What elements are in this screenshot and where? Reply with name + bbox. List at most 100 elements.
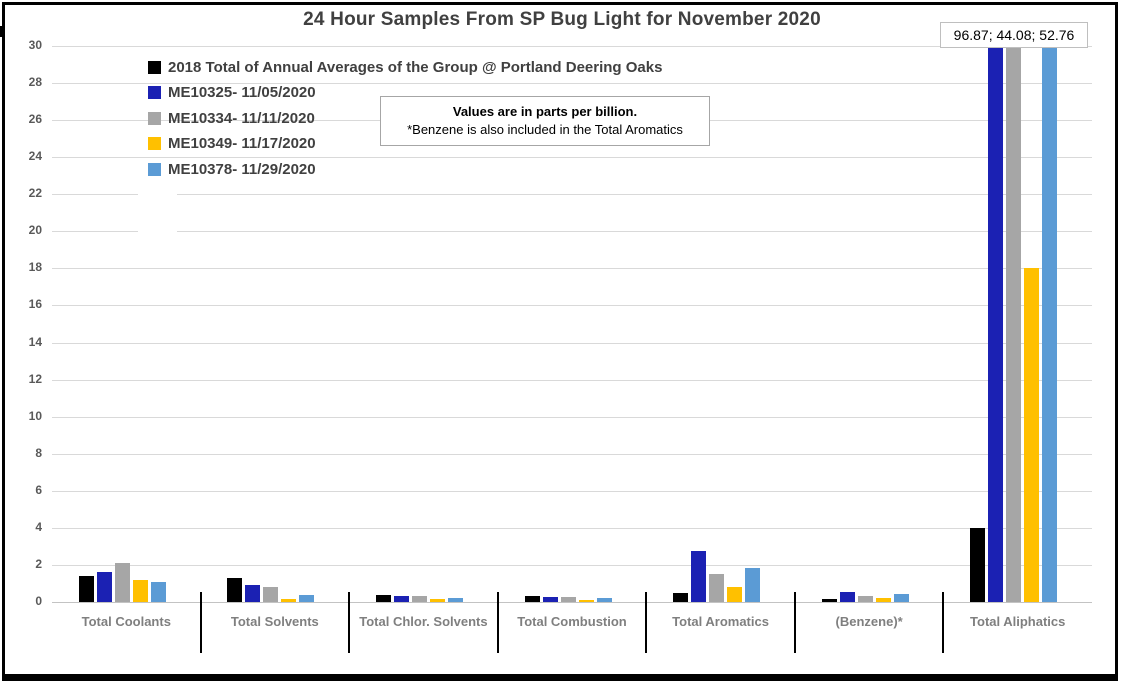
clipped-values-label: 96.87; 44.08; 52.76 [940,22,1088,48]
x-axis-category-label: Total Aromatics [672,614,769,629]
bar-total-combustion-s1 [542,597,558,602]
gridline [52,490,1092,492]
bar-total-combustion-s2 [560,597,576,602]
bar-total-coolants-s0 [78,576,94,602]
legend-label: ME10349- 11/17/2020 [168,135,316,152]
bar-benzene-s4 [893,593,909,602]
bar-total-aromatics-s3 [727,587,743,602]
gridline [52,342,1092,344]
chart-title: 24 Hour Samples From SP Bug Light for No… [303,9,821,30]
bar-total-combustion-s4 [596,598,612,602]
legend-swatch-icon [148,137,161,150]
legend-label: 2018 Total of Annual Averages of the Gro… [168,58,663,76]
bar-benzene-s0 [821,599,837,602]
y-tick-label: 4 [35,519,42,534]
category-separator [645,592,648,653]
gridline [52,564,1092,566]
y-tick-label: 30 [28,38,42,52]
bar-total-solvents-s0 [227,577,243,602]
gridline [52,453,1092,455]
category-separator [496,592,499,653]
bar-benzene-s1 [839,591,855,602]
gridline [52,305,1092,307]
y-tick-label: 14 [28,334,42,349]
bar-total-solvents-s3 [281,599,297,602]
x-axis-category-label: Total Chlor. Solvents [359,614,488,629]
gridline [52,194,1092,196]
bar-total-coolants-s1 [96,572,112,602]
category-separator [199,592,202,653]
gridline [52,416,1092,418]
y-tick-label: 6 [35,482,42,497]
category-separator [793,592,796,653]
bar-total-coolants-s4 [150,581,166,602]
x-axis-category-label: Total Combustion [517,614,627,629]
bar-total-aliphatics-s3 [1024,268,1040,602]
gridline [52,268,1092,270]
x-axis-line [52,602,1092,603]
legend-item: 2018 Total of Annual Averages of the Gro… [148,56,662,78]
legend-item: ME10334- 11/11/2020 [148,107,662,129]
x-axis-category-label: Total Aliphatics [970,614,1066,629]
y-tick-label: 0 [35,594,42,608]
y-tick-label: 8 [35,445,42,460]
x-axis-category-label: Total Coolants [81,614,171,629]
legend-label: ME10325- 11/05/2020 [168,84,316,101]
bar-total-chlor-solvents-s3 [429,599,445,602]
bar-total-chlor-solvents-s0 [375,594,391,602]
legend-swatch-icon [148,86,161,99]
bar-total-coolants-s2 [114,563,130,602]
bar-benzene-s3 [875,598,891,602]
legend-swatch-icon [148,60,161,74]
y-tick-label: 18 [28,260,42,275]
bar-total-chlor-solvents-s4 [447,598,463,602]
legend-label: ME10334- 11/11/2020 [168,109,315,127]
y-tick-label: 28 [28,75,42,90]
gridline [52,527,1092,529]
bar-total-aliphatics-s0 [970,527,986,602]
gridline [52,379,1092,381]
gridline [52,83,1092,85]
bar-total-solvents-s4 [299,594,315,602]
bar-total-combustion-s0 [524,596,540,602]
values-note-box: Values are in parts per billion. *Benzen… [380,96,710,146]
bar-total-aliphatics-s1 [988,46,1004,602]
legend-empty-box [138,170,177,242]
x-axis-category-label: Total Solvents [230,614,319,629]
bar-total-chlor-solvents-s1 [393,596,409,602]
values-note-line2: *Benzene is also included in the Total A… [407,122,683,137]
gridline [52,46,1092,47]
bar-benzene-s2 [857,595,873,602]
category-separator [942,592,945,653]
legend-item: ME10349- 11/17/2020 [148,133,662,155]
legend-label: ME10378- 11/29/2020 [168,160,316,178]
legend-item: ME10325- 11/05/2020 [148,82,662,104]
y-tick-label: 16 [28,297,42,312]
y-tick-label: 20 [28,223,42,238]
bar-total-solvents-s1 [245,585,261,602]
category-separator [348,592,351,653]
y-tick-label: 2 [35,556,42,571]
x-axis-category-label: (Benzene)* [835,614,903,629]
y-tick-label: 10 [28,408,42,423]
bar-total-aliphatics-s2 [1006,46,1022,602]
y-tick-label: 22 [28,186,42,201]
legend-swatch-icon [148,111,161,125]
bar-total-aromatics-s2 [709,574,725,602]
y-tick-label: 26 [28,112,42,127]
screen-edge-artifact [0,26,3,37]
bar-total-solvents-s2 [263,587,279,602]
legend-swatch-icon [148,162,161,176]
legend: 2018 Total of Annual Averages of the Gro… [148,56,662,184]
legend-item: ME10378- 11/29/2020 [148,158,662,180]
bar-total-aromatics-s0 [673,592,689,602]
y-tick-label: 24 [28,149,42,164]
bar-total-combustion-s3 [578,600,594,602]
bar-total-aromatics-s1 [691,551,707,602]
y-tick-label: 12 [28,371,42,386]
gridline [52,157,1092,159]
bar-total-coolants-s3 [132,579,148,602]
bar-total-chlor-solvents-s2 [411,595,427,602]
bar-total-aromatics-s4 [745,567,761,602]
